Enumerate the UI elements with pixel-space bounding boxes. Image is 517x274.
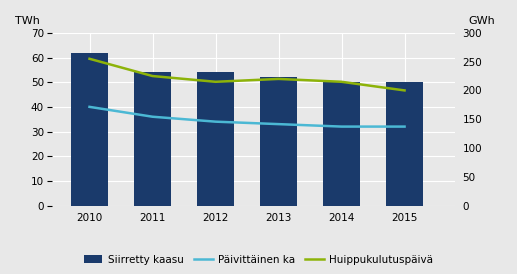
Päivittäinen ka bbox=[86, 105, 93, 109]
Huippukulutuspäivä bbox=[402, 89, 408, 92]
Päivittäinen ka bbox=[402, 125, 408, 128]
Päivittäinen ka bbox=[339, 125, 345, 128]
Text: GWh: GWh bbox=[468, 16, 495, 26]
Line: Päivittäinen ka: Päivittäinen ka bbox=[89, 107, 405, 127]
Text: TWh: TWh bbox=[16, 16, 40, 26]
Bar bbox=[386, 82, 423, 206]
Bar bbox=[323, 82, 360, 206]
Line: Huippukulutuspäivä: Huippukulutuspäivä bbox=[89, 59, 405, 90]
Huippukulutuspäivä bbox=[149, 74, 156, 78]
Päivittäinen ka bbox=[149, 115, 156, 118]
Legend: Siirretty kaasu, Päivittäinen ka, Huippukulutuspäivä: Siirretty kaasu, Päivittäinen ka, Huippu… bbox=[80, 250, 437, 269]
Päivittäinen ka bbox=[212, 120, 219, 123]
Bar bbox=[196, 72, 234, 206]
Bar bbox=[260, 77, 297, 206]
Huippukulutuspäivä bbox=[339, 80, 345, 83]
Bar bbox=[133, 72, 172, 206]
Huippukulutuspäivä bbox=[276, 77, 282, 81]
Huippukulutuspäivä bbox=[212, 80, 219, 83]
Bar bbox=[71, 53, 109, 206]
Päivittäinen ka bbox=[276, 122, 282, 126]
Huippukulutuspäivä bbox=[86, 57, 93, 61]
